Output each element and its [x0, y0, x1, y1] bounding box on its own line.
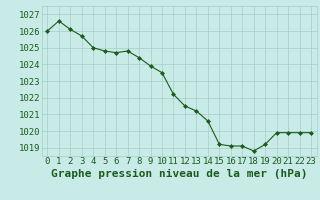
X-axis label: Graphe pression niveau de la mer (hPa): Graphe pression niveau de la mer (hPa): [51, 169, 308, 179]
